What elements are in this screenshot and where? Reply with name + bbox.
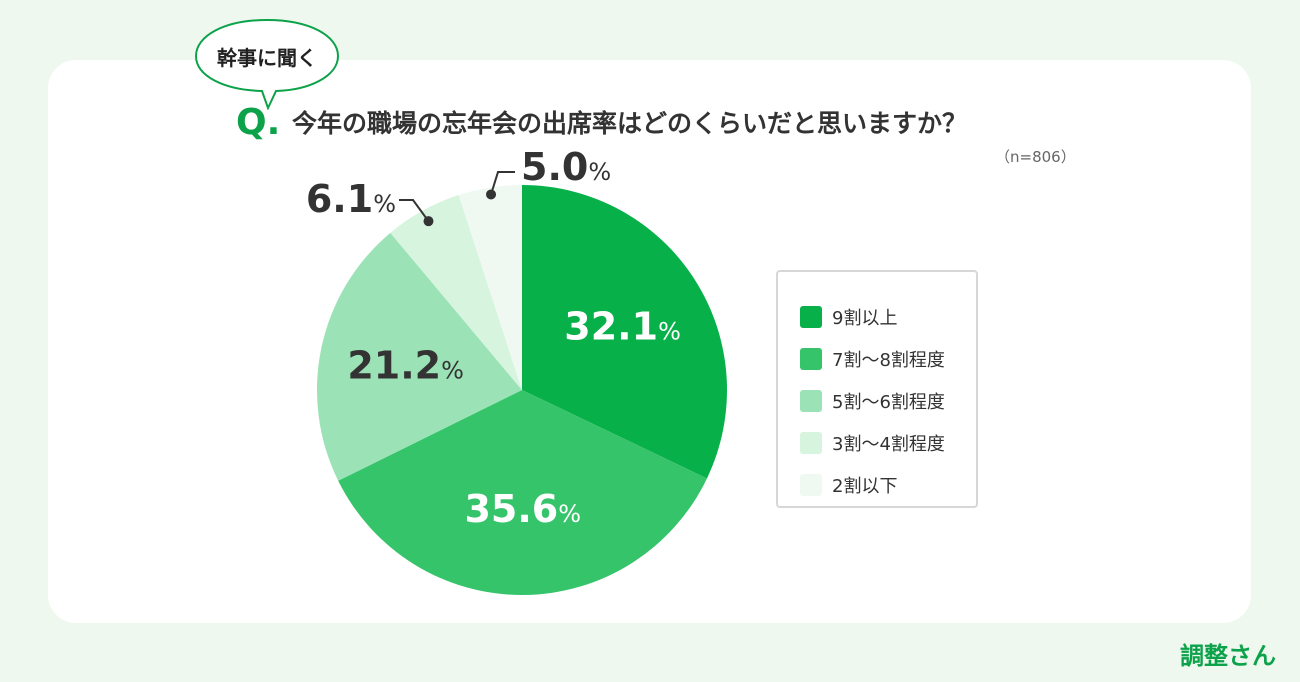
legend-label: 9割以上 <box>832 308 898 329</box>
speech-bubble <box>194 18 340 110</box>
legend-swatch <box>800 348 822 370</box>
legend-item: 2割以下 <box>800 464 976 506</box>
brand-logo: 調整さん <box>1180 642 1276 670</box>
legend-label: 7割〜8割程度 <box>832 350 945 371</box>
leader-line <box>490 171 515 195</box>
speech-bubble-text: 幹事に聞く <box>217 46 317 70</box>
legend-item: 3割〜4割程度 <box>800 422 976 464</box>
legend-item: 9割以上 <box>800 296 976 338</box>
legend-label: 2割以下 <box>832 476 898 497</box>
page-title: 今年の職場の忘年会の出席率はどのくらいだと思いますか？ <box>292 109 968 138</box>
sample-size: （n=806） <box>995 148 1076 166</box>
data-label: 6.1% <box>306 177 396 221</box>
leader-line <box>399 199 430 222</box>
question-marker: Q. <box>236 102 281 143</box>
data-label: 21.2% <box>347 344 464 388</box>
legend-swatch <box>800 390 822 412</box>
legend-label: 5割〜6割程度 <box>832 392 945 413</box>
legend-item: 5割〜6割程度 <box>800 380 976 422</box>
leader-dot <box>423 216 434 227</box>
legend-label: 3割〜4割程度 <box>832 434 945 455</box>
legend-swatch <box>800 474 822 496</box>
data-label: 32.1% <box>564 305 681 349</box>
pie-slice <box>338 390 707 595</box>
pie-slice <box>317 232 522 481</box>
data-label: 35.6% <box>464 487 581 531</box>
legend-item: 7割〜8割程度 <box>800 338 976 380</box>
legend-swatch <box>800 306 822 328</box>
chart-legend: 9割以上 7割〜8割程度 5割〜6割程度 3割〜4割程度 2割以下 <box>776 270 978 508</box>
pie-slice <box>390 195 522 390</box>
data-label: 5.0% <box>521 145 611 189</box>
legend-swatch <box>800 432 822 454</box>
leader-dot <box>486 189 497 200</box>
pie-slice <box>522 184 727 479</box>
pie-slice <box>458 185 522 390</box>
